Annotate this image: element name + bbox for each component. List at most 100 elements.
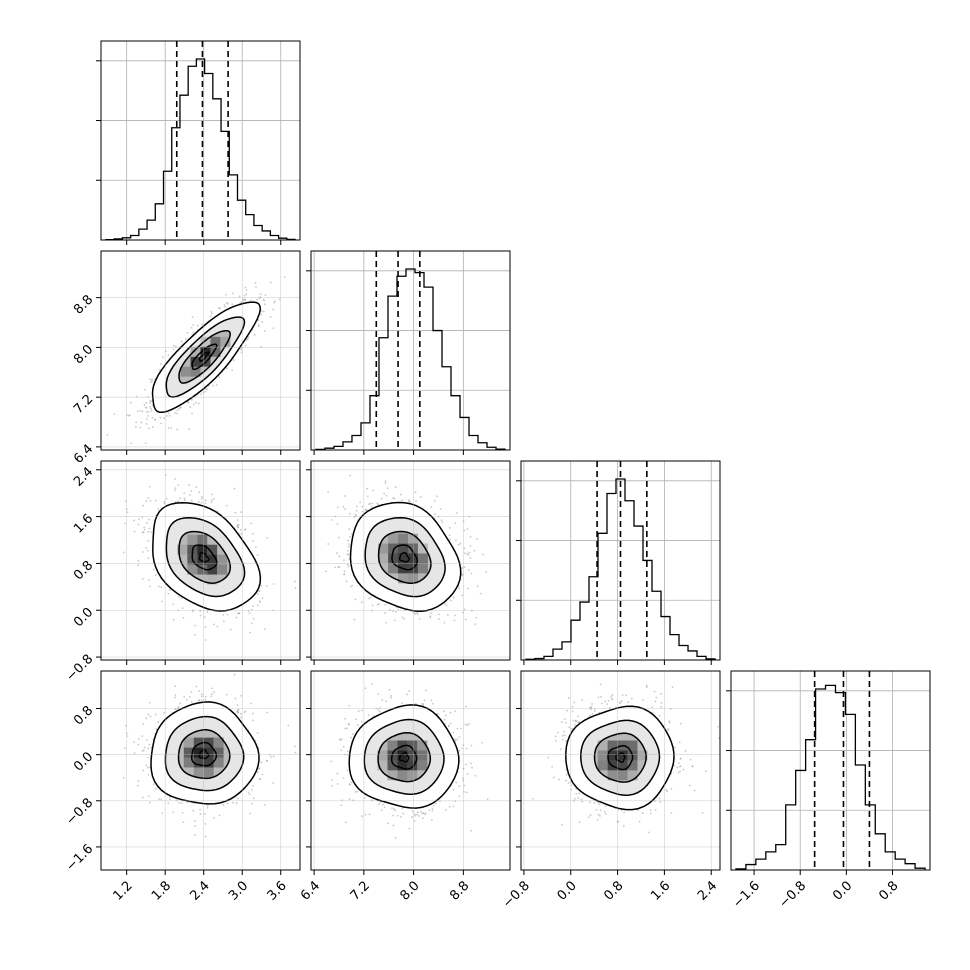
sample-point xyxy=(259,293,262,295)
panel-hist-p2 xyxy=(516,460,721,661)
sample-point xyxy=(464,618,467,621)
sample-point xyxy=(231,369,234,372)
sample-point xyxy=(239,529,242,531)
sample-point xyxy=(176,412,179,415)
sample-point xyxy=(376,603,379,606)
sample-point xyxy=(167,412,170,415)
sample-point xyxy=(336,506,339,509)
sample-point xyxy=(388,675,390,677)
sample-point xyxy=(145,418,148,420)
sample-point xyxy=(204,626,207,629)
sample-point xyxy=(183,497,186,500)
sample-point xyxy=(183,499,186,501)
sample-point xyxy=(163,711,166,714)
sample-point xyxy=(176,428,179,431)
sample-point xyxy=(149,801,151,804)
density-cell xyxy=(190,366,201,377)
panel-2d-p0-p1 xyxy=(101,251,300,450)
sample-point xyxy=(129,401,132,404)
sample-point xyxy=(141,410,144,413)
sample-point xyxy=(177,484,180,487)
sample-point xyxy=(200,501,203,504)
density-cell xyxy=(180,366,191,377)
sample-point xyxy=(167,354,170,357)
sample-point xyxy=(178,408,180,410)
sample-point xyxy=(461,594,464,597)
sample-point xyxy=(468,569,470,571)
sample-point xyxy=(376,502,379,505)
sample-point xyxy=(184,338,187,340)
panel-hist-p1 xyxy=(306,250,511,451)
sample-point xyxy=(233,487,236,490)
sample-point xyxy=(454,522,457,525)
sample-point xyxy=(150,531,153,534)
sample-point xyxy=(145,739,148,741)
sample-point xyxy=(245,293,248,295)
sample-point xyxy=(380,497,383,500)
sample-point xyxy=(167,592,170,595)
sample-point xyxy=(399,493,402,496)
sample-point xyxy=(354,514,357,517)
sample-point xyxy=(349,535,351,538)
sample-point xyxy=(133,519,136,522)
sample-point xyxy=(485,571,488,574)
sample-point xyxy=(174,708,177,711)
sample-point xyxy=(466,528,469,530)
panel-2d-p1-p2 xyxy=(311,461,510,677)
sample-point xyxy=(461,567,464,569)
contour-line xyxy=(178,530,232,584)
sample-point xyxy=(361,510,364,513)
sample-point xyxy=(189,406,192,408)
sample-point xyxy=(144,442,147,445)
sample-point xyxy=(366,487,368,490)
sample-point xyxy=(429,616,432,619)
contour-line xyxy=(198,552,210,563)
sample-point xyxy=(250,299,252,302)
sample-point xyxy=(147,773,150,776)
sample-point xyxy=(449,538,452,541)
sample-point xyxy=(188,428,190,431)
sample-point xyxy=(152,568,155,571)
sample-point xyxy=(334,566,337,569)
sample-point xyxy=(261,597,264,600)
sample-point xyxy=(234,511,237,514)
sample-point xyxy=(179,497,182,500)
sample-point xyxy=(235,616,238,619)
sample-point xyxy=(182,821,185,824)
sample-point xyxy=(190,499,193,502)
sample-point xyxy=(368,597,370,600)
sample-point xyxy=(229,628,232,631)
sample-point xyxy=(226,802,229,805)
sample-point xyxy=(210,693,213,696)
sample-point xyxy=(258,590,260,593)
sample-point xyxy=(430,506,433,509)
contour-line xyxy=(165,517,246,598)
sample-point xyxy=(203,813,206,816)
sample-point xyxy=(161,812,164,815)
sample-point xyxy=(212,623,215,626)
sample-point xyxy=(453,619,456,622)
hist-step-p0 xyxy=(105,58,296,240)
sample-point xyxy=(194,401,197,404)
density-cell xyxy=(388,563,399,574)
sample-point xyxy=(137,564,139,567)
sample-point xyxy=(384,603,387,606)
sample-point xyxy=(158,585,160,588)
sample-point xyxy=(263,303,266,306)
sample-point xyxy=(126,511,129,514)
sample-point xyxy=(130,442,133,445)
sample-point xyxy=(371,604,374,607)
sample-point xyxy=(392,610,395,613)
density-cell xyxy=(197,564,208,575)
sample-point xyxy=(183,492,186,495)
sample-point xyxy=(338,555,341,558)
sample-point xyxy=(197,501,200,503)
sample-point xyxy=(283,276,286,279)
sample-point xyxy=(249,812,252,815)
sample-point xyxy=(149,399,152,402)
sample-point xyxy=(393,619,396,622)
sample-point xyxy=(181,607,184,609)
sample-point xyxy=(199,614,202,617)
sample-point xyxy=(225,367,228,370)
sample-point xyxy=(463,608,466,611)
